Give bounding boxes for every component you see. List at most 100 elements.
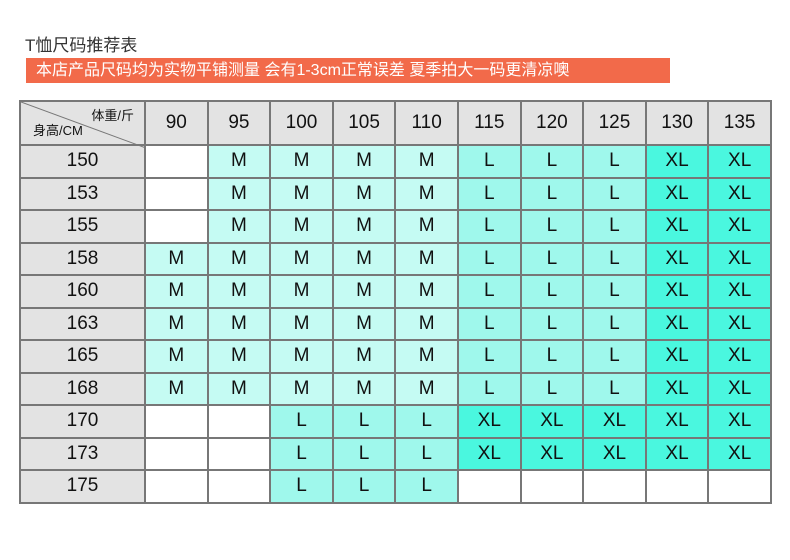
- size-cell: L: [456, 274, 522, 309]
- size-cell: XL: [707, 339, 772, 374]
- height-axis-label: 身高/CM: [33, 123, 83, 138]
- height-header: 163: [19, 306, 146, 341]
- size-cell: [144, 404, 209, 439]
- size-cell: XL: [707, 404, 772, 439]
- size-cell: L: [456, 306, 522, 341]
- table-row: 173 L L L XL XL XL XL XL: [19, 436, 772, 471]
- size-cell: L: [456, 176, 522, 211]
- size-cell: L: [331, 436, 397, 471]
- table-row: 150 M M M M L L L XL XL: [19, 144, 772, 179]
- weight-header: 105: [331, 100, 397, 146]
- size-cell: M: [206, 339, 272, 374]
- size-cell: [144, 144, 209, 179]
- size-cell: XL: [644, 176, 710, 211]
- size-cell: XL: [644, 436, 710, 471]
- size-cell: [144, 469, 209, 504]
- size-cell: L: [394, 436, 459, 471]
- size-cell: M: [206, 274, 272, 309]
- size-cell: M: [394, 371, 459, 406]
- table-row: 163 M M M M M L L L XL XL: [19, 306, 772, 341]
- size-cell: XL: [644, 209, 710, 244]
- height-header: 175: [19, 469, 146, 504]
- height-header: 155: [19, 209, 146, 244]
- size-cell: L: [582, 339, 647, 374]
- size-cell: M: [269, 209, 334, 244]
- size-cell: L: [519, 241, 585, 276]
- size-cell: L: [582, 241, 647, 276]
- weight-header: 125: [582, 100, 647, 146]
- height-header: 168: [19, 371, 146, 406]
- weight-header: 95: [206, 100, 272, 146]
- size-cell: XL: [644, 144, 710, 179]
- size-cell: L: [519, 339, 585, 374]
- table-row: 160 M M M M M L L L XL XL: [19, 274, 772, 309]
- size-cell: L: [269, 404, 334, 439]
- size-cell: M: [206, 241, 272, 276]
- weight-header: 115: [456, 100, 522, 146]
- size-cell: L: [456, 371, 522, 406]
- size-cell: XL: [456, 404, 522, 439]
- size-cell: XL: [582, 436, 647, 471]
- height-header: 165: [19, 339, 146, 374]
- weight-header: 135: [707, 100, 772, 146]
- height-header: 160: [19, 274, 146, 309]
- size-cell: L: [582, 274, 647, 309]
- size-cell: L: [456, 209, 522, 244]
- size-cell: M: [206, 306, 272, 341]
- size-cell: L: [331, 404, 397, 439]
- size-cell: [206, 436, 272, 471]
- size-cell: L: [394, 469, 459, 504]
- size-cell: L: [331, 469, 397, 504]
- size-cell: XL: [456, 436, 522, 471]
- size-cell: M: [394, 339, 459, 374]
- size-cell: L: [519, 274, 585, 309]
- size-cell: XL: [519, 404, 585, 439]
- weight-header: 120: [519, 100, 585, 146]
- size-cell: XL: [707, 371, 772, 406]
- size-cell: L: [456, 339, 522, 374]
- size-cell: M: [144, 274, 209, 309]
- size-cell: M: [269, 144, 334, 179]
- height-header: 170: [19, 404, 146, 439]
- weight-header: 90: [144, 100, 209, 146]
- size-cell: L: [269, 436, 334, 471]
- size-cell: M: [269, 371, 334, 406]
- table-row: 170 L L L XL XL XL XL XL: [19, 404, 772, 439]
- size-cell: M: [394, 306, 459, 341]
- size-cell: [206, 469, 272, 504]
- size-cell: M: [331, 339, 397, 374]
- size-cell: [644, 469, 710, 504]
- size-cell: M: [206, 371, 272, 406]
- size-cell: XL: [707, 241, 772, 276]
- size-cell: XL: [707, 209, 772, 244]
- size-cell: XL: [644, 241, 710, 276]
- size-cell: L: [519, 176, 585, 211]
- page-title: T恤尺码推荐表: [25, 36, 138, 55]
- table-row: 168 M M M M M L L L XL XL: [19, 371, 772, 406]
- weight-header: 110: [394, 100, 459, 146]
- size-cell: M: [331, 209, 397, 244]
- size-cell: M: [331, 144, 397, 179]
- weight-header: 100: [269, 100, 334, 146]
- size-cell: L: [269, 469, 334, 504]
- size-cell: XL: [707, 436, 772, 471]
- size-cell: [707, 469, 772, 504]
- size-cell: XL: [644, 274, 710, 309]
- size-cell: XL: [582, 404, 647, 439]
- table-row: 175 L L L: [19, 469, 772, 504]
- table-row: 165 M M M M M L L L XL XL: [19, 339, 772, 374]
- height-header: 153: [19, 176, 146, 211]
- size-cell: M: [144, 371, 209, 406]
- size-cell: XL: [644, 371, 710, 406]
- weight-axis-label: 体重/斤: [91, 108, 134, 123]
- size-cell: XL: [707, 144, 772, 179]
- size-cell: L: [456, 241, 522, 276]
- size-cell: M: [144, 306, 209, 341]
- size-cell: M: [269, 241, 334, 276]
- size-cell: L: [456, 144, 522, 179]
- size-cell: M: [331, 274, 397, 309]
- size-cell: M: [331, 241, 397, 276]
- size-cell: M: [394, 209, 459, 244]
- size-cell: XL: [707, 176, 772, 211]
- size-cell: L: [519, 144, 585, 179]
